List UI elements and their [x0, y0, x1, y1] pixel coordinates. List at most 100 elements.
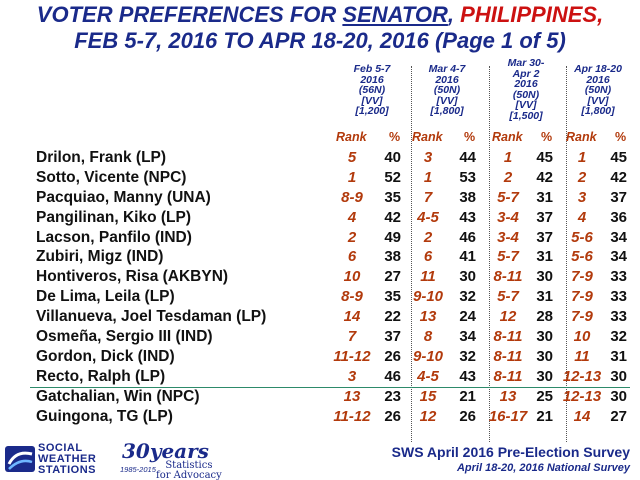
percent-cell: 46 [384, 367, 401, 385]
rank-cell: 5 [347, 149, 357, 166]
rank-cell: 4-5 [417, 367, 439, 385]
column-header-line: Mar 4-7 [428, 63, 466, 75]
percent-cell: 42 [384, 208, 401, 226]
rank-cell: 3 [423, 149, 433, 166]
percent-cell: 37 [536, 228, 553, 246]
org-name: SOCIAL WEATHER STATIONS [38, 442, 97, 476]
percent-cell: 34 [610, 228, 627, 246]
rank-cell: 14 [343, 308, 361, 326]
candidate-name: Drilon, Frank (LP) [36, 149, 167, 166]
column-header-line: [VV] [361, 94, 383, 107]
table-row: Gordon, Dick (IND) 11-12 26 9-10 32 8-11 30 11 3… [0, 347, 640, 367]
title-line-2: FEB 5-7, 2016 TO APR 18-20, 2016 (Page 1… [74, 28, 566, 53]
candidate-name: Zubiri, Migz (IND) [36, 248, 164, 266]
percent-cell: 30 [536, 347, 553, 365]
candidate-name: Recto, Ralph (LP) [36, 367, 166, 385]
rank-cell: 4 [347, 208, 357, 226]
candidate-name: Gatchalian, Win (NPC) [36, 387, 200, 405]
rank-cell: 10 [573, 328, 591, 346]
candidate-name: Pacquiao, Manny (UNA) [36, 188, 211, 206]
rank-cell: 3-4 [497, 228, 519, 246]
percent-cell: 23 [384, 387, 401, 405]
percent-cell: 34 [610, 248, 627, 266]
percent-cell: 30 [536, 328, 553, 346]
percent-cell: 31 [536, 188, 553, 206]
anniversary-mark: 30years [122, 439, 209, 463]
rank-cell: 4 [577, 208, 587, 226]
candidate-name: Sotto, Vicente (NPC) [36, 168, 187, 186]
percent-cell: 38 [384, 248, 401, 266]
percent-cell: 26 [459, 407, 476, 425]
rank-cell: 3 [577, 188, 587, 206]
percent-cell: 41 [459, 248, 476, 266]
candidate-name: Pangilinan, Kiko (LP) [36, 208, 192, 226]
percent-cell: 42 [610, 168, 627, 186]
rank-cell: 9-10 [412, 288, 444, 306]
column-header-line: (50N) [512, 88, 540, 101]
percent-cell: 31 [536, 288, 553, 306]
percent-cell: 35 [384, 288, 401, 306]
rank-cell: 13 [343, 387, 361, 405]
column-divider [489, 66, 490, 442]
rank-cell: 8-9 [341, 288, 363, 306]
column-header-line: 2016 [435, 73, 459, 86]
column-header-line: [1,800] [581, 105, 615, 117]
rank-cell: 2 [423, 228, 433, 246]
candidate-name: Osmeña, Sergio III (IND) [36, 328, 213, 346]
table-row: Lacson, Panfilo (IND) 2 49 2 46 3-4 37 5-6 34 [0, 228, 640, 248]
rank-header: Rank [566, 130, 597, 144]
rank-header: Rank [492, 130, 523, 144]
rank-cell: 12 [499, 308, 517, 326]
table-row: Hontiveros, Risa (AKBYN) 10 27 11 30 8-11 30 7-… [0, 267, 640, 287]
sws-logo: SOCIAL WEATHER STATIONS 30years 1985-201… [4, 439, 234, 480]
rank-cell: 8-11 [493, 367, 523, 385]
table-row: Zubiri, Migz (IND) 6 38 6 41 5-7 31 5-6 34 [0, 247, 640, 267]
rank-cell: 1 [347, 168, 357, 186]
table-row: Gatchalian, Win (NPC) 13 23 15 21 13 25 12-13 30 [0, 387, 640, 407]
column-header-line: Apr 2 [512, 67, 540, 80]
rank-header: Rank [336, 130, 367, 144]
rank-cell: 12-13 [562, 387, 602, 405]
column-header: Apr 18-20 2016 (50N) [VV] [1,800] [561, 64, 635, 117]
rank-cell: 8 [423, 328, 433, 346]
percent-cell: 21 [459, 387, 476, 405]
table-row: Osmeña, Sergio III (IND) 7 37 8 34 8-11 30 10 32 [0, 327, 640, 347]
percent-cell: 21 [536, 407, 553, 425]
percent-cell: 30 [459, 268, 476, 286]
rank-cell: 5-7 [497, 288, 519, 306]
rank-cell: 1 [577, 149, 587, 166]
table-row: Pangilinan, Kiko (LP) 4 42 4-5 43 3-4 37 4 36 [0, 208, 640, 228]
percent-cell: 30 [536, 268, 553, 286]
page-title: VOTER PREFERENCES FOR SENATOR, PHILIPPIN… [0, 2, 640, 54]
table-row: Pacquiao, Manny (UNA) 8-9 35 7 38 5-7 31 3 37 [0, 188, 640, 208]
column-divider [411, 66, 412, 442]
rank-cell: 15 [419, 387, 437, 405]
rank-cell: 16-17 [488, 407, 528, 425]
percent-header: % [615, 130, 627, 144]
percent-cell: 38 [459, 188, 476, 206]
column-header-line: 2016 [514, 78, 538, 90]
survey-title: SWS April 2016 Pre-Election Survey [391, 444, 630, 460]
rank-cell: 8-11 [493, 347, 523, 365]
rank-cell: 8-11 [493, 268, 523, 286]
rank-cell: 1 [503, 149, 513, 166]
rank-cell: 3-4 [497, 208, 519, 226]
rank-cell: 7-9 [571, 288, 593, 306]
rank-cell: 7 [423, 188, 433, 206]
percent-cell: 35 [384, 188, 401, 206]
rank-cell: 13 [499, 387, 517, 405]
rank-cell: 12 [419, 407, 437, 425]
tagline: Statistics for Advocacy [156, 460, 222, 480]
percent-cell: 30 [610, 387, 627, 405]
rank-cell: 5-7 [497, 248, 519, 266]
candidate-name: Gordon, Dick (IND) [36, 347, 175, 365]
percent-cell: 45 [610, 149, 627, 166]
percent-cell: 53 [459, 168, 476, 186]
percent-cell: 37 [384, 328, 401, 346]
percent-cell: 43 [459, 208, 476, 226]
column-header-line: (56N) [358, 84, 386, 96]
rank-cell: 10 [343, 268, 361, 286]
percent-cell: 32 [459, 288, 476, 306]
percent-cell: 49 [384, 228, 401, 246]
rank-cell: 6 [347, 248, 357, 266]
